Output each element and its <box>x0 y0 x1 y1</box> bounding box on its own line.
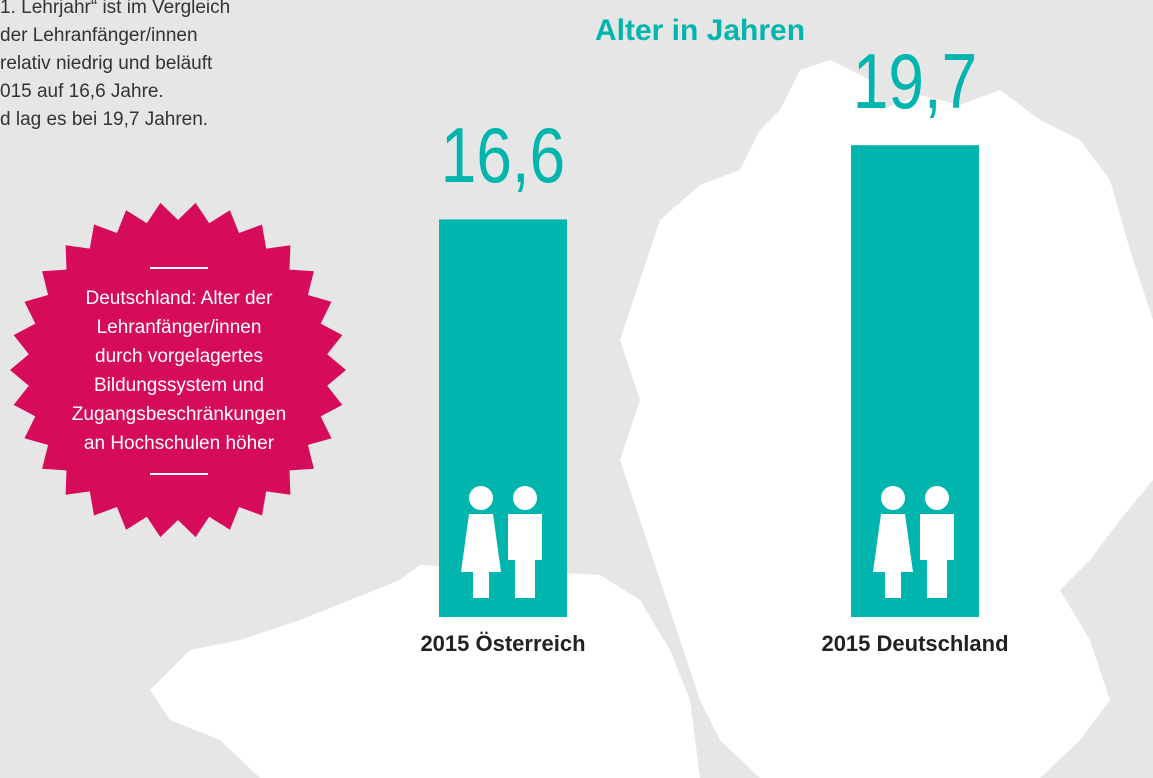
badge-text: Deutschland: Alter der <box>86 288 274 309</box>
body-text: 1. Lehrjahr“ ist im Vergleich <box>0 0 230 18</box>
chart-title: Alter in Jahren <box>595 14 805 47</box>
body-text: relativ niedrig und beläuft <box>0 53 213 74</box>
badge-text: an Hochschulen höher <box>84 433 275 454</box>
badge-text: Bildungssystem und <box>94 375 264 396</box>
value-label: 19,7 <box>853 38 977 125</box>
body-text: 015 auf 16,6 Jahre. <box>0 81 164 102</box>
person-body <box>873 514 913 598</box>
map-austria <box>150 565 700 778</box>
person-head <box>513 486 537 510</box>
person-body <box>508 514 542 598</box>
person-body <box>920 514 954 598</box>
bar <box>851 145 979 617</box>
badge-text: durch vorgelagertes <box>95 346 263 367</box>
value-label: 16,6 <box>441 112 565 199</box>
body-text: der Lehranfänger/innen <box>0 25 198 46</box>
bar <box>439 219 567 617</box>
category-label: 2015 Deutschland <box>821 631 1008 656</box>
badge <box>10 202 346 538</box>
person-body <box>461 514 501 598</box>
person-head <box>469 486 493 510</box>
people-icons <box>461 486 954 598</box>
body-text: d lag es bei 19,7 Jahren. <box>0 109 208 130</box>
person-head <box>925 486 949 510</box>
person-head <box>881 486 905 510</box>
badge-text: Zugangsbeschränkungen <box>72 404 286 425</box>
badge-text: Lehranfänger/innen <box>97 317 262 338</box>
category-label: 2015 Österreich <box>420 631 585 656</box>
